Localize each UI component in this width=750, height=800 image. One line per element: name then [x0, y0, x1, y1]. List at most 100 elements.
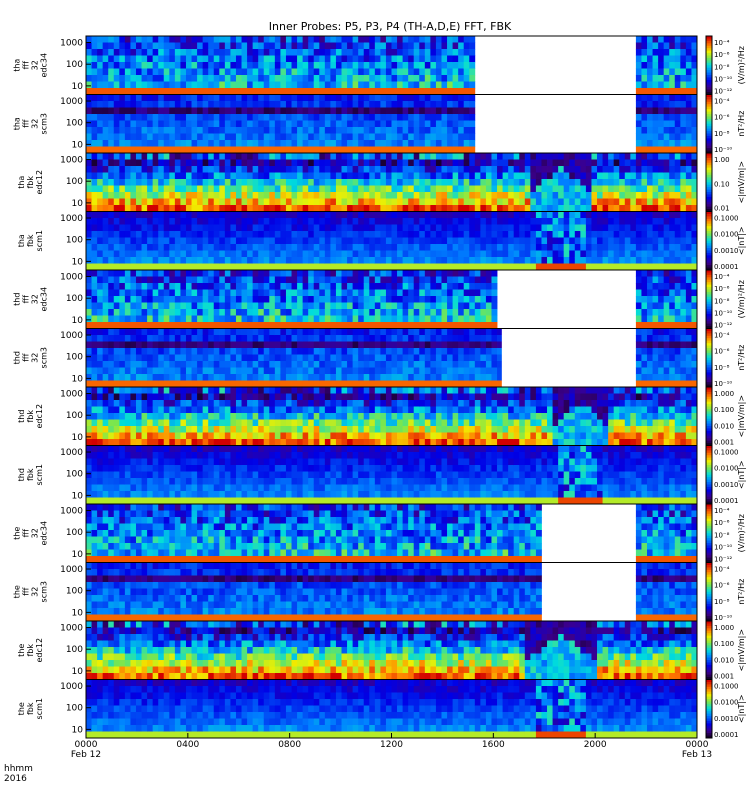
- heatmap-cell: [441, 120, 448, 128]
- heatmap-cell: [302, 185, 309, 193]
- heatmap-cell: [535, 218, 542, 225]
- heatmap-cell: [335, 172, 342, 180]
- heatmap-cell: [441, 322, 448, 329]
- heatmap-cell: [213, 361, 220, 368]
- heatmap-cell: [297, 140, 304, 147]
- heatmap-cell: [174, 335, 181, 342]
- heatmap-cell: [380, 88, 387, 95]
- heatmap-cell: [235, 166, 242, 173]
- heatmap-cell: [285, 380, 292, 388]
- heatmap-cell: [163, 237, 170, 245]
- heatmap-cell: [341, 289, 348, 297]
- heatmap-cell: [358, 120, 365, 128]
- heatmap-cell: [485, 211, 492, 219]
- heatmap-cell: [91, 75, 98, 82]
- heatmap-cell: [430, 127, 437, 134]
- heatmap-cell: [419, 127, 426, 134]
- heatmap-cell: [385, 283, 392, 290]
- heatmap-cell: [635, 289, 642, 297]
- heatmap-cell: [280, 185, 287, 193]
- colorbar-cell: [706, 67, 712, 71]
- heatmap-cell: [185, 224, 192, 232]
- heatmap-cell: [508, 211, 515, 219]
- heatmap-cell: [447, 315, 453, 323]
- heatmap-cell: [297, 354, 304, 362]
- heatmap-cell: [280, 361, 287, 368]
- y-tick-label: 10: [72, 199, 84, 209]
- heatmap-cell: [285, 257, 292, 264]
- heatmap-cell: [124, 276, 131, 284]
- heatmap-cell: [191, 237, 198, 245]
- heatmap-cell: [213, 120, 220, 128]
- heatmap-cell: [402, 231, 409, 238]
- heatmap-cell: [674, 237, 681, 245]
- heatmap-cell: [469, 55, 476, 63]
- heatmap-cell: [235, 231, 242, 238]
- colorbar-cell: [706, 238, 712, 242]
- heatmap-cell: [297, 302, 304, 310]
- heatmap-cell: [680, 276, 687, 284]
- heatmap-cell: [630, 159, 637, 167]
- heatmap-cell: [163, 283, 170, 290]
- heatmap-cell: [113, 36, 120, 43]
- heatmap-cell: [219, 211, 226, 219]
- heatmap-cell: [635, 205, 642, 212]
- heatmap-cell: [263, 101, 270, 108]
- heatmap-cell: [663, 153, 670, 160]
- heatmap-cell: [430, 68, 437, 76]
- heatmap-cell: [291, 205, 298, 212]
- heatmap-cell: [213, 315, 220, 323]
- heatmap-cell: [147, 36, 154, 43]
- heatmap-cell: [191, 322, 198, 329]
- heatmap-cell: [263, 153, 270, 160]
- heatmap-cell: [635, 88, 642, 95]
- heatmap-cell: [430, 322, 437, 329]
- heatmap-cell: [241, 49, 248, 56]
- heatmap-cell: [247, 296, 254, 303]
- heatmap-cell: [291, 244, 298, 251]
- heatmap-cell: [319, 361, 326, 368]
- heatmap-cell: [447, 107, 453, 115]
- colorbar-cell: [706, 126, 712, 130]
- heatmap-cell: [385, 296, 392, 303]
- heatmap-cell: [174, 205, 181, 212]
- heatmap-cell: [447, 172, 453, 180]
- heatmap-cell: [102, 146, 109, 154]
- heatmap-cell: [458, 244, 465, 251]
- heatmap-cell: [135, 42, 142, 50]
- heatmap-cell: [319, 49, 326, 56]
- heatmap-cell: [124, 315, 131, 323]
- heatmap-cell: [158, 296, 165, 303]
- heatmap-cell: [163, 49, 170, 56]
- heatmap-cell: [419, 192, 426, 199]
- heatmap-cell: [463, 224, 470, 232]
- heatmap-cell: [141, 127, 148, 134]
- heatmap-cell: [258, 218, 265, 225]
- heatmap-cell: [608, 205, 615, 212]
- heatmap-cell: [319, 270, 326, 277]
- heatmap-cell: [108, 367, 115, 375]
- heatmap-cell: [441, 224, 448, 232]
- heatmap-cell: [635, 244, 642, 251]
- heatmap-cell: [108, 198, 115, 206]
- heatmap-cell: [641, 75, 648, 82]
- heatmap-cell: [435, 205, 442, 212]
- heatmap-cell: [163, 68, 170, 76]
- heatmap-cell: [202, 276, 209, 284]
- heatmap-cell: [408, 315, 415, 323]
- heatmap-cell: [185, 270, 192, 277]
- heatmap-cell: [652, 270, 659, 277]
- heatmap-cell: [180, 374, 187, 381]
- heatmap-cell: [180, 257, 187, 264]
- heatmap-cell: [680, 257, 687, 264]
- heatmap-cell: [163, 276, 170, 284]
- heatmap-cell: [208, 354, 215, 362]
- heatmap-cell: [508, 198, 515, 206]
- heatmap-cell: [241, 224, 248, 232]
- heatmap-cell: [185, 62, 192, 69]
- heatmap-cell: [363, 309, 370, 316]
- heatmap-cell: [202, 55, 209, 63]
- heatmap-cell: [524, 179, 531, 186]
- heatmap-cell: [535, 211, 542, 219]
- heatmap-cell: [330, 107, 337, 115]
